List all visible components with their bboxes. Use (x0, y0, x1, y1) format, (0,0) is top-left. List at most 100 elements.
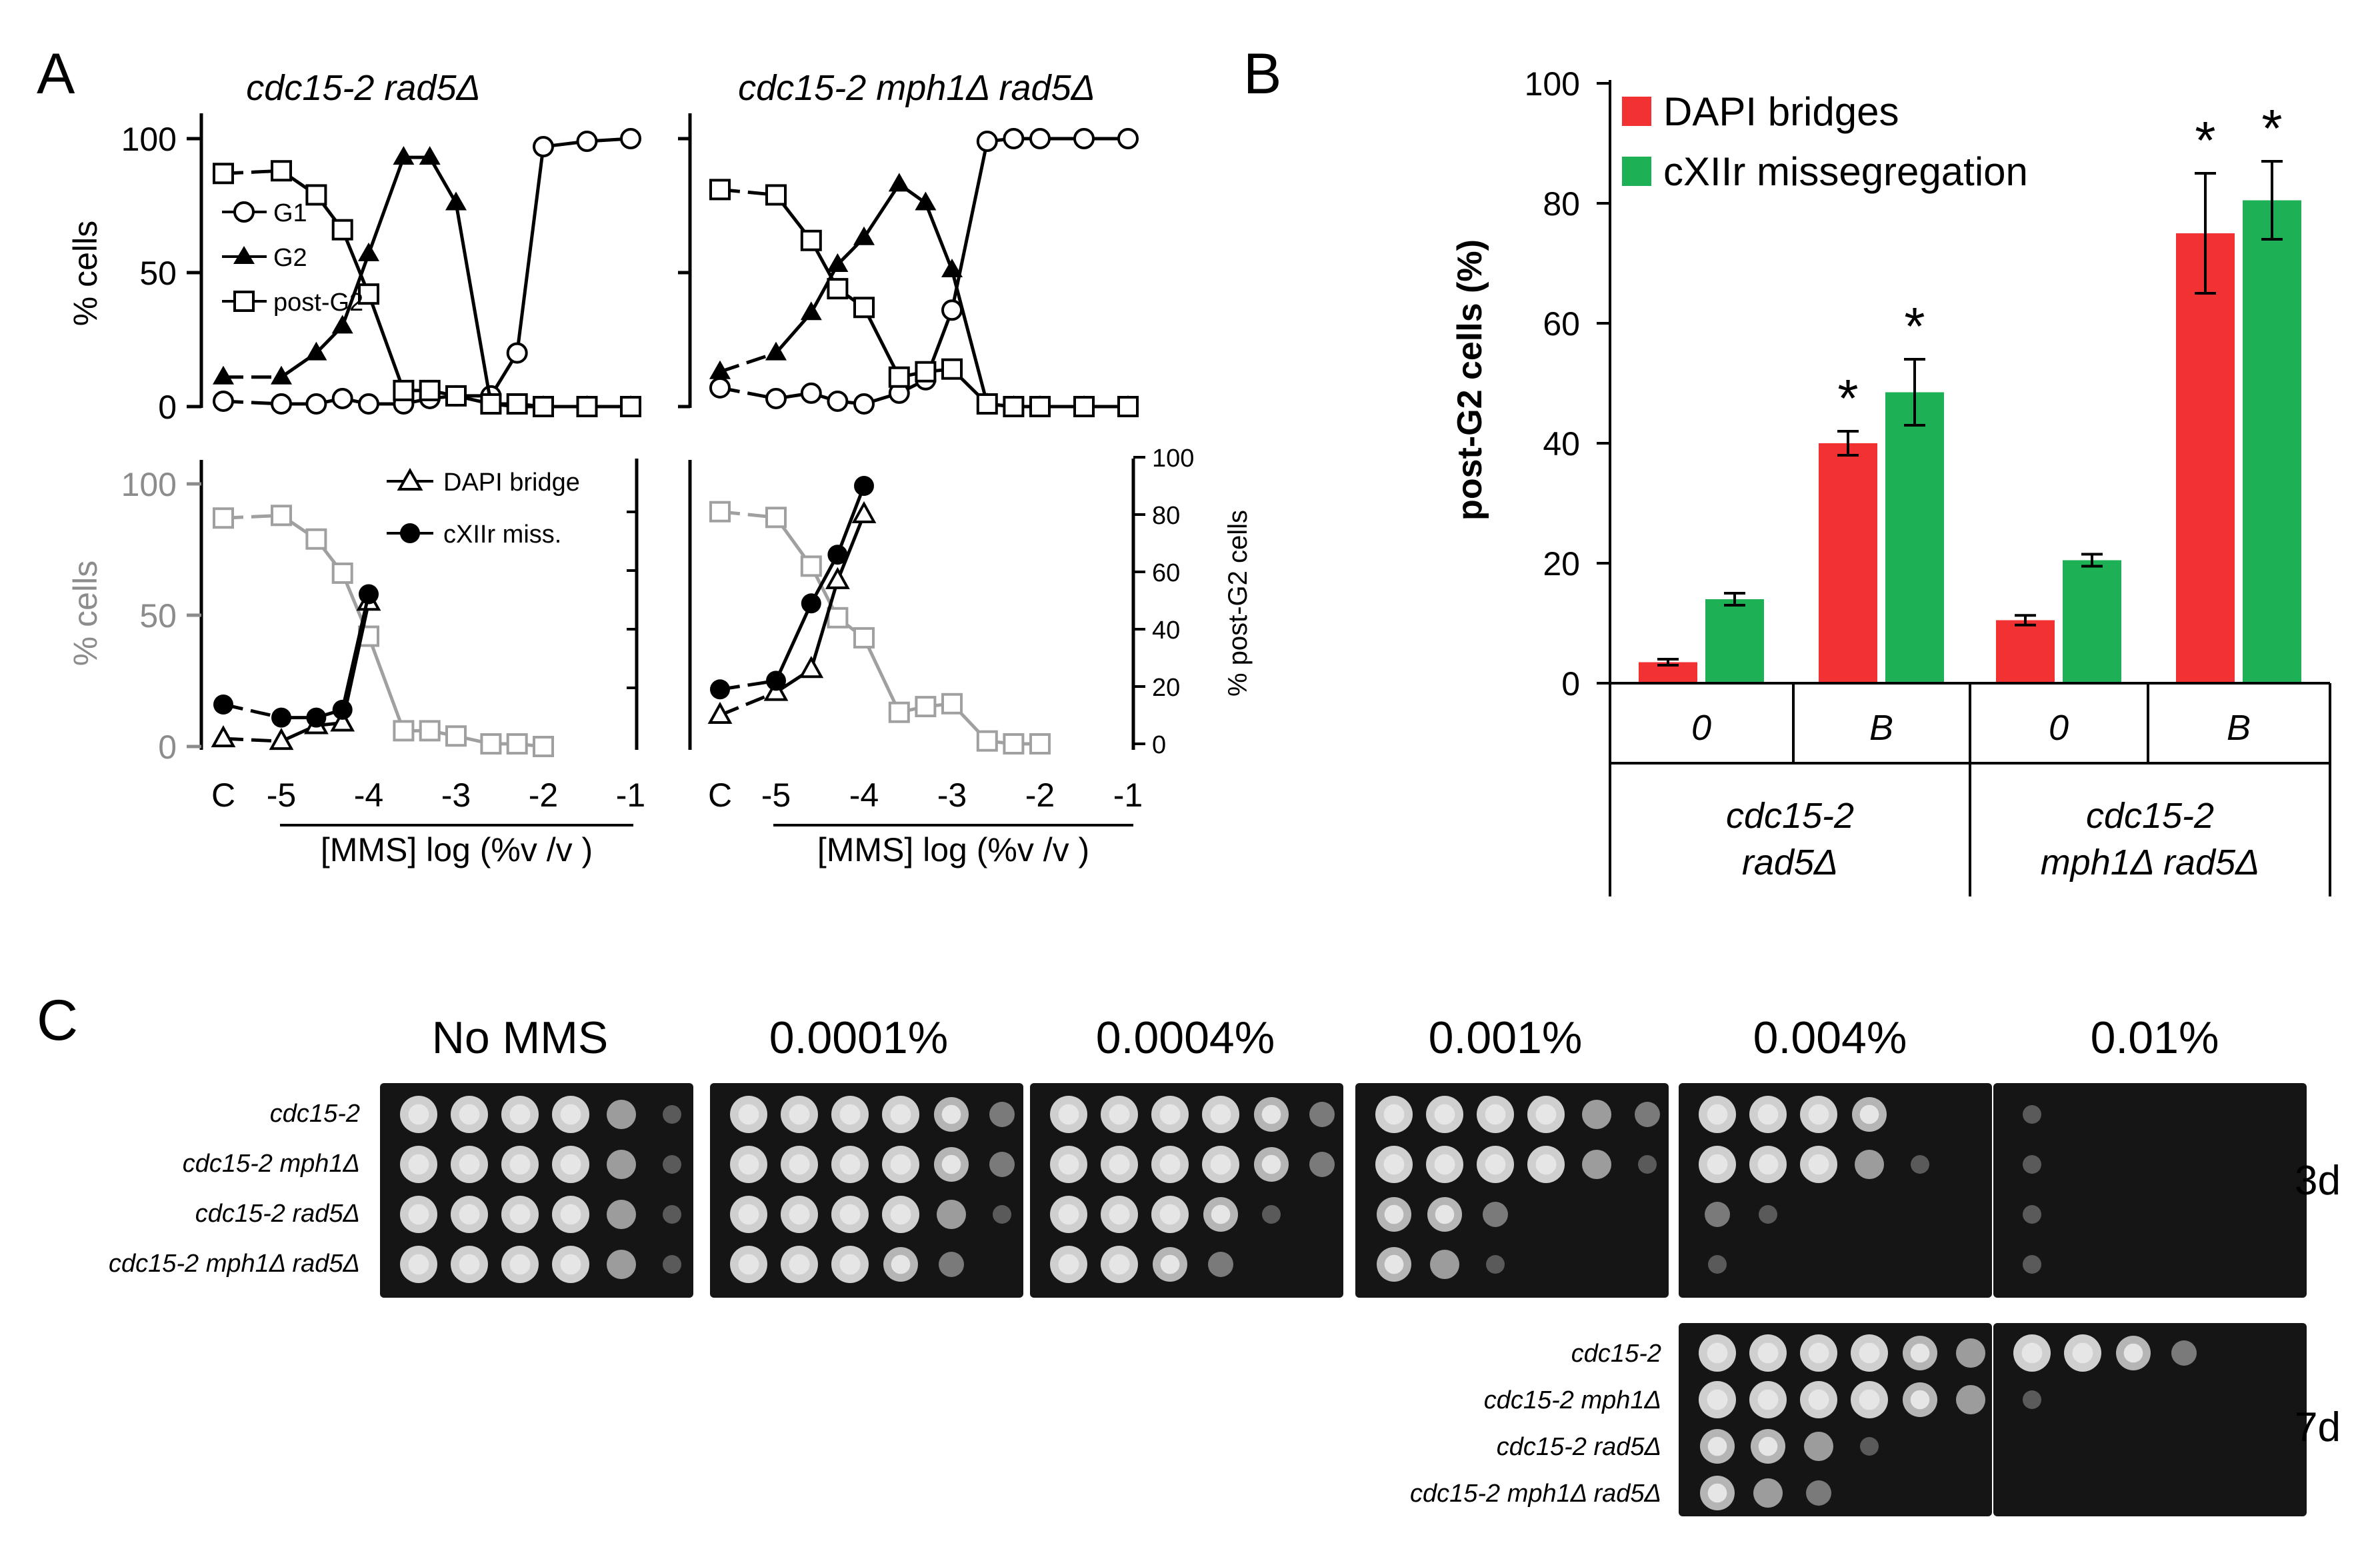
data-point-g2 (445, 191, 467, 211)
colony-spot-highlight (1910, 1343, 1930, 1363)
colony-spot-highlight (1210, 1104, 1231, 1125)
panel-label-b: B (1243, 42, 1281, 106)
plate-background (1993, 1083, 2307, 1298)
colony-spot (2171, 1340, 2197, 1366)
colony-spot (607, 1200, 636, 1229)
colony-spot (1804, 1432, 1833, 1461)
colony-spot-highlight (1707, 1483, 1727, 1503)
strain-label-7d: cdc15-2 mph1Δ rad5Δ (1410, 1480, 1661, 1508)
colony-spot (663, 1105, 681, 1124)
x-axis-label: [MMS] log (%v /v ) (817, 831, 1089, 868)
legend-marker-triangle (233, 246, 255, 264)
colony-spot (1262, 1205, 1281, 1224)
colony-spot (663, 1155, 681, 1174)
bar-cxiir (1885, 392, 1944, 683)
series-line-g2 (809, 263, 839, 314)
series-line-g2 (862, 183, 901, 239)
strain-label-2: cdc15-2 (2086, 796, 2214, 836)
title-left: cdc15-2 rad5Δ (246, 68, 480, 108)
colony-spot (1860, 1437, 1879, 1456)
data-point-post-g2 (506, 733, 528, 755)
colony-spot-highlight (891, 1254, 911, 1274)
colony-spot-highlight (1159, 1204, 1181, 1225)
data-point-g1 (533, 136, 554, 158)
data-point-cxiir (766, 671, 786, 691)
data-point-g2 (419, 146, 441, 165)
data-point-cxiir (801, 593, 821, 614)
colony-spot (1638, 1155, 1657, 1174)
strain-label-3d: cdc15-2 (270, 1100, 360, 1128)
data-point-post-g2 (853, 297, 875, 319)
data-point-post-g2 (709, 501, 731, 523)
data-point-dapi (799, 656, 824, 679)
colony-spot-highlight (1261, 1104, 1281, 1124)
data-point-g1 (213, 390, 234, 412)
colony-spot-highlight (890, 1104, 911, 1125)
data-point-cxiir (213, 694, 233, 715)
y-tick-label: 60 (1543, 305, 1580, 343)
strain-label-1: cdc15-2 (1726, 796, 1854, 836)
colony-spot-highlight (1109, 1154, 1130, 1175)
data-point-g1 (765, 387, 787, 409)
data-point-g2 (941, 258, 963, 277)
y-tick-label: 0 (1561, 665, 1580, 703)
legend-bottom: DAPI bridge cXIIr miss. (387, 467, 580, 549)
right-tick-label: 80 (1152, 502, 1180, 530)
data-point-post-g2 (1029, 396, 1051, 417)
colony-spot-highlight (408, 1154, 429, 1175)
colony-spot (1582, 1150, 1611, 1179)
data-point-post-g2 (709, 179, 731, 201)
series-line-dapi-bridge (836, 514, 866, 581)
data-point-post-g2 (1117, 396, 1139, 417)
data-point-g2 (827, 253, 849, 272)
x-tick-label: -4 (849, 776, 879, 814)
bar-dapi (1819, 443, 1877, 683)
condition-header: 0.01% (2091, 1012, 2219, 1063)
significance-star: * (2261, 99, 2282, 158)
data-point-post-g2 (976, 393, 998, 415)
plate-3d (1030, 1083, 1343, 1298)
colony-spot-highlight (2123, 1343, 2143, 1363)
data-point-g1 (709, 377, 731, 399)
legend-marker-filled-circle (400, 523, 420, 543)
colony-spot-highlight (560, 1204, 581, 1225)
data-point-g2 (765, 341, 787, 361)
colony-spot-highlight (1058, 1204, 1079, 1225)
colony-spot-highlight (459, 1154, 480, 1175)
legend-marker-circle (233, 201, 255, 223)
legend-marker-square (233, 291, 255, 312)
colony-spot-highlight (738, 1104, 759, 1125)
series-line-cxiir-miss- (774, 603, 813, 682)
data-point-post-g2 (765, 184, 787, 206)
day-label-7d: 7d (2295, 1404, 2341, 1450)
strain-label-7d: cdc15-2 rad5Δ (1497, 1433, 1661, 1461)
x-tick-label: C (211, 776, 235, 814)
data-point-cxiir (332, 699, 353, 720)
colony-spot-highlight (459, 1254, 480, 1275)
series-line-g2 (719, 351, 777, 374)
data-point-post-g2 (941, 358, 963, 380)
colony-spot (1309, 1152, 1335, 1177)
x-tick-label: -3 (441, 776, 471, 814)
colony-spot (937, 1200, 966, 1229)
colony-spot (663, 1255, 681, 1274)
colony-spot-highlight (1384, 1254, 1404, 1274)
colony-spot-highlight (789, 1204, 810, 1225)
plate-7d (1679, 1323, 1992, 1516)
series-line-g2 (924, 202, 954, 271)
spot-plates (380, 1083, 2307, 1516)
data-point-g1 (827, 390, 849, 412)
day-label-3d: 3d (2295, 1158, 2341, 1204)
data-point-post-g2 (419, 720, 441, 742)
data-point-g1 (1117, 128, 1139, 149)
colony-spot-highlight (1808, 1154, 1829, 1175)
series-line-g2 (367, 157, 405, 255)
plate-3d (1679, 1083, 1992, 1298)
data-point-dapi (707, 701, 733, 724)
data-point-post-g2 (393, 379, 415, 401)
data-point-post-g2 (1003, 733, 1025, 755)
colony-spot-highlight (941, 1154, 961, 1174)
strain-label-3d: cdc15-2 mph1Δ rad5Δ (109, 1250, 360, 1278)
colony-spot (2023, 1205, 2041, 1224)
data-point-post-g2 (976, 730, 998, 752)
